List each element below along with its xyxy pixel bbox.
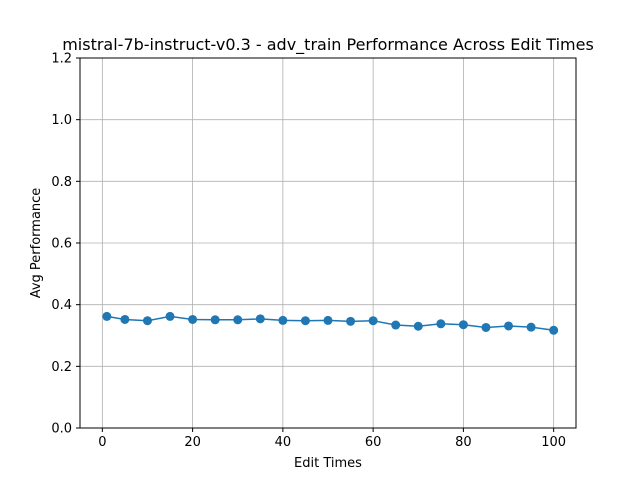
x-tick-label: 0 xyxy=(98,435,106,450)
y-tick-label: 0.6 xyxy=(51,237,72,252)
y-tick-label: 0.2 xyxy=(51,360,72,375)
series-group xyxy=(102,311,559,335)
x-tick-label: 60 xyxy=(365,435,382,450)
y-tick-label: 1.0 xyxy=(51,113,72,128)
data-point xyxy=(458,320,468,330)
data-point xyxy=(391,320,401,330)
x-axis-ticks: 0 20 40 60 80 100 xyxy=(98,428,566,450)
data-point xyxy=(255,314,265,324)
data-point xyxy=(481,322,491,332)
data-point xyxy=(188,314,198,324)
data-point xyxy=(436,319,446,329)
data-point xyxy=(368,316,378,326)
chart-title: mistral-7b-instruct-v0.3 - adv_train Per… xyxy=(62,35,594,55)
data-point xyxy=(278,315,288,325)
grid-lines xyxy=(80,57,576,429)
x-tick-label: 40 xyxy=(275,435,292,450)
data-point xyxy=(233,315,243,325)
data-point xyxy=(323,315,333,325)
data-point xyxy=(549,325,559,335)
data-point xyxy=(142,316,152,326)
x-axis-label: Edit Times xyxy=(294,456,362,471)
y-axis-ticks: 0.0 0.2 0.4 0.6 0.8 1.0 1.2 xyxy=(51,52,80,437)
y-axis-label: Avg Performance xyxy=(29,188,44,299)
y-tick-label: 0.8 xyxy=(51,175,72,190)
data-point xyxy=(413,321,423,331)
data-point xyxy=(346,316,356,326)
data-point xyxy=(526,322,536,332)
y-tick-label: 1.2 xyxy=(51,52,72,67)
data-point xyxy=(102,311,112,321)
data-point xyxy=(210,315,220,325)
x-tick-label: 100 xyxy=(541,435,566,450)
data-point xyxy=(165,311,175,321)
data-point xyxy=(300,316,310,326)
x-tick-label: 20 xyxy=(184,435,201,450)
y-tick-label: 0.4 xyxy=(51,298,72,313)
y-tick-label: 0.0 xyxy=(51,422,72,437)
data-point xyxy=(120,314,130,324)
x-tick-label: 80 xyxy=(455,435,472,450)
data-point xyxy=(504,321,514,331)
